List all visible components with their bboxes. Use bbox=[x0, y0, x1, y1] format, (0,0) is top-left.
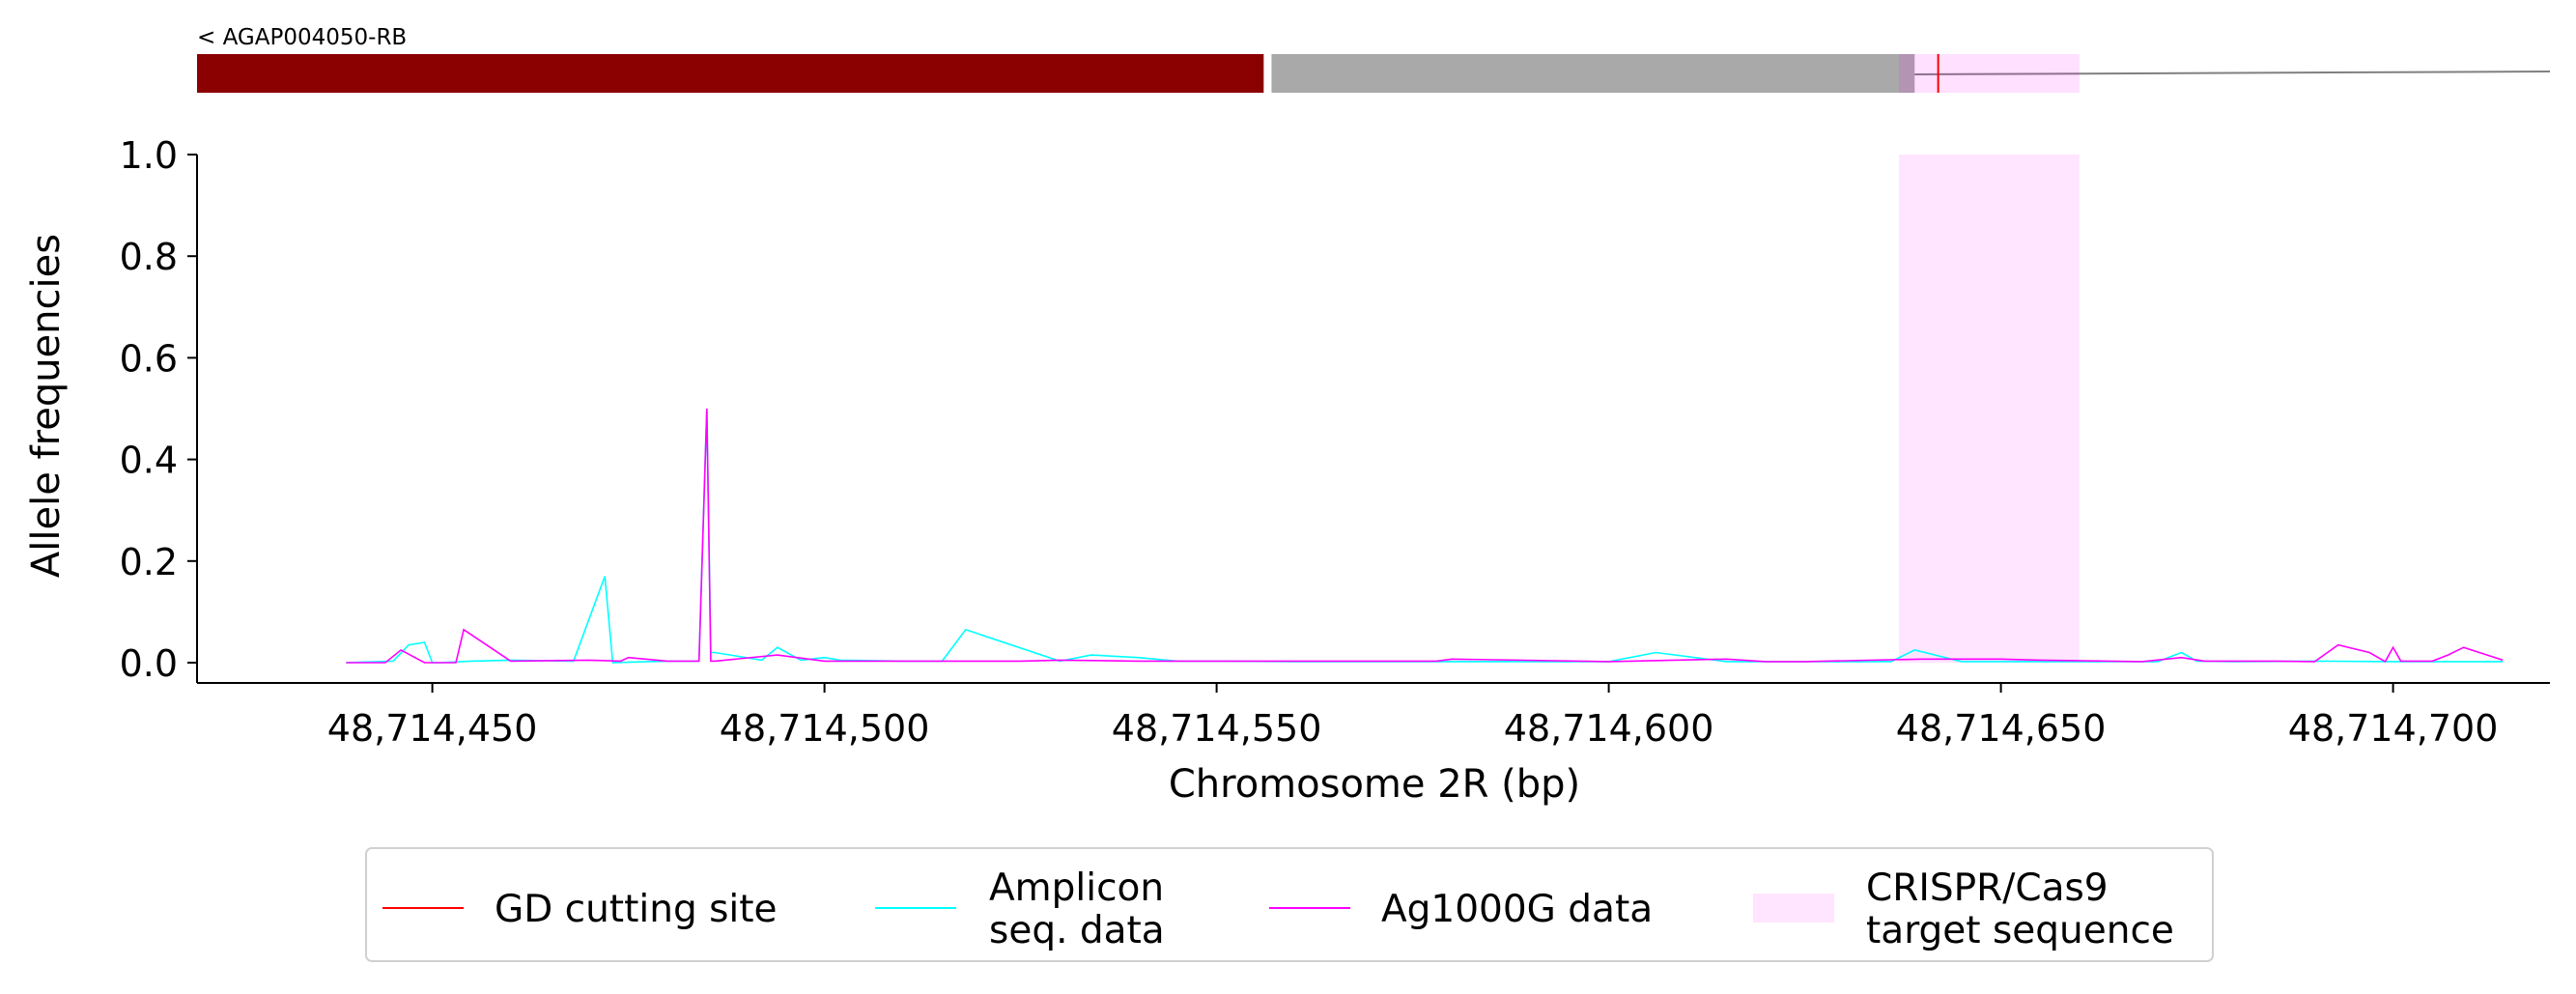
target-band-gene-track bbox=[1899, 54, 2080, 93]
x-tick-label: 48,714,450 bbox=[327, 707, 538, 750]
x-tick-label: 48,714,550 bbox=[1112, 707, 1322, 750]
x-tick-label: 48,714,600 bbox=[1504, 707, 1714, 750]
y-tick-label: 0.2 bbox=[120, 541, 178, 583]
legend-label: Amplicon bbox=[989, 866, 1164, 910]
x-axis-label: Chromosome 2R (bp) bbox=[1169, 762, 1580, 807]
y-tick-label: 1.0 bbox=[120, 134, 178, 177]
x-tick-label: 48,714,700 bbox=[2288, 707, 2499, 750]
legend-item: GD cutting site bbox=[382, 888, 778, 931]
gene-track: < AGAP004050-RB bbox=[197, 25, 2551, 93]
legend-label: seq. data bbox=[989, 909, 1165, 952]
legend-item: Ag1000G data bbox=[1269, 888, 1653, 931]
plot-area: 0.0 0.2 0.4 0.6 0.8 1.0 48,714,450 48,714,500 48… bbox=[24, 134, 2550, 807]
gene-label: < AGAP004050-RB bbox=[197, 25, 407, 50]
series-line-amplicon bbox=[346, 408, 2504, 664]
x-tick-label: 48,714,650 bbox=[1896, 707, 2107, 750]
legend-label: CRISPR/Cas9 bbox=[1866, 866, 2109, 910]
intron-line bbox=[1914, 71, 2551, 75]
legend-label: target sequence bbox=[1866, 909, 2174, 952]
target-band bbox=[1899, 155, 2080, 663]
y-tick-label: 0.4 bbox=[120, 440, 178, 482]
y-tick-label: 0.8 bbox=[120, 236, 178, 278]
legend-frame bbox=[365, 847, 2214, 962]
x-tick-label: 48,714,500 bbox=[720, 707, 930, 750]
y-tick-label: 0.6 bbox=[120, 337, 178, 380]
legend-label: Ag1000G data bbox=[1381, 888, 1653, 931]
y-tick-label: 0.0 bbox=[120, 642, 178, 685]
gene-model bbox=[197, 54, 2551, 93]
utr-block bbox=[1271, 54, 1915, 93]
exon-block bbox=[197, 54, 1264, 93]
y-axis-label: Allele frequencies bbox=[24, 234, 69, 578]
legend-label: GD cutting site bbox=[495, 888, 778, 931]
series-line-ag1000g bbox=[346, 408, 2504, 664]
legend-swatch-patch bbox=[1753, 894, 1834, 923]
